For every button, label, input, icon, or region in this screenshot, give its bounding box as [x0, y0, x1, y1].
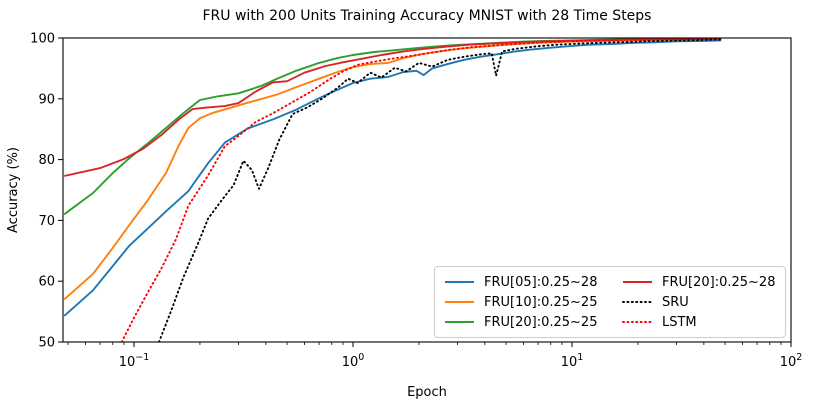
legend-label-fru-20-0-25-28: FRU[20]:0.25~28 — [662, 274, 776, 290]
legend-item-sru: SRU — [622, 292, 776, 312]
series-line-sru — [158, 38, 723, 342]
y-tick-label: 80 — [38, 153, 55, 168]
legend-line-sample — [445, 321, 474, 323]
legend-label-fru-05-0-25-28: FRU[05]:0.25~28 — [484, 274, 598, 290]
x-tick-label: 100 — [342, 352, 365, 370]
legend-label-sru: SRU — [662, 294, 689, 310]
series-line-fru-20-0-25-25 — [63, 38, 722, 216]
y-tick-label: 70 — [38, 214, 55, 229]
legend-line-sample — [622, 301, 653, 303]
y-axis-title: Accuracy (%) — [6, 147, 21, 233]
y-tick-label: 60 — [38, 275, 55, 290]
y-tick-label: 90 — [38, 92, 55, 107]
chart-title: FRU with 200 Units Training Accuracy MNI… — [203, 8, 652, 24]
y-tick-label: 50 — [38, 336, 55, 351]
plot-border — [62, 37, 792, 343]
legend-line-sample — [623, 281, 652, 283]
x-axis-title: Epoch — [407, 385, 447, 400]
legend-item-fru-20-0-25-25: FRU[20]:0.25~25 — [444, 312, 622, 332]
legend-label-lstm: LSTM — [662, 314, 697, 330]
x-tick-label: 102 — [780, 352, 803, 370]
legend-label-fru-10-0-25-25: FRU[10]:0.25~25 — [484, 294, 598, 310]
y-tick-label: 100 — [30, 32, 55, 47]
legend-item-fru-10-0-25-25: FRU[10]:0.25~25 — [444, 292, 622, 312]
series-line-fru-10-0-25-25 — [63, 38, 722, 301]
legend-box: FRU[05]:0.25~28 FRU[10]:0.25~25 FRU[20]:0.… — [434, 266, 786, 338]
legend-item-fru-05-0-25-28: FRU[05]:0.25~28 — [444, 272, 622, 292]
legend-column-1: FRU[05]:0.25~28 FRU[10]:0.25~25 FRU[20]:0.… — [444, 272, 622, 332]
series-lines — [63, 38, 723, 342]
legend-column-2: FRU[20]:0.25~28 SRU LSTM — [622, 272, 776, 332]
series-line-lstm — [120, 38, 723, 342]
legend-line-sample — [622, 321, 653, 323]
legend-line-sample — [445, 301, 474, 303]
legend-label-fru-20-0-25-25: FRU[20]:0.25~25 — [484, 314, 598, 330]
axis-ticks: 10−1 100 101 102 50 60 70 80 90 100 — [30, 32, 802, 371]
legend-item-fru-20-0-25-28: FRU[20]:0.25~28 — [622, 272, 776, 292]
x-tick-label: 10−1 — [119, 352, 150, 370]
x-tick-label: 101 — [561, 352, 584, 370]
legend-line-sample — [445, 281, 474, 283]
series-line-fru-05-0-25-28 — [63, 39, 722, 317]
legend-item-lstm: LSTM — [622, 312, 776, 332]
